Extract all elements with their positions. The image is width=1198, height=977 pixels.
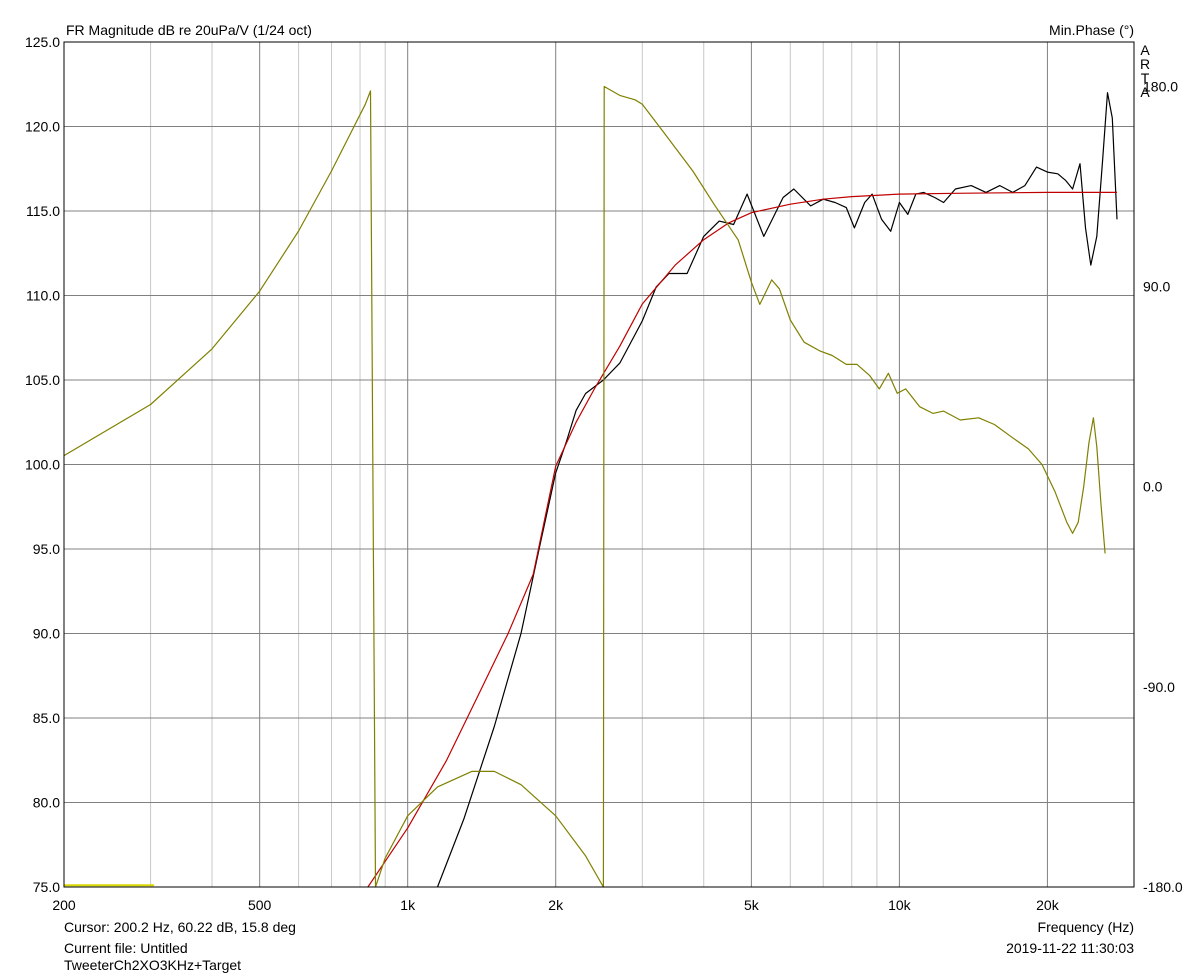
- y-tick-label: 90.0: [33, 626, 60, 642]
- y2-tick-label: -90.0: [1143, 679, 1175, 695]
- x-tick-label: 20k: [1036, 897, 1060, 913]
- y-tick-label: 80.0: [33, 795, 60, 811]
- x-tick-label: 1k: [400, 897, 416, 913]
- series-line-2: [367, 191, 1117, 888]
- y2-tick-label: -180.0: [1143, 879, 1183, 895]
- y2-tick-label: 90.0: [1143, 279, 1170, 295]
- curve-name: TweeterCh2XO3KHz+Target: [64, 957, 242, 973]
- x-axis-label: Frequency (Hz): [1037, 919, 1134, 935]
- y2-tick-label: 0.0: [1143, 479, 1163, 495]
- y-tick-label: 115.0: [26, 203, 60, 219]
- y-tick-label: 120.0: [25, 119, 60, 135]
- x-tick-label: 200: [52, 897, 76, 913]
- x-tick-label: 500: [248, 897, 272, 913]
- y-tick-label: 105.0: [25, 372, 60, 388]
- y-tick-label: 85.0: [33, 710, 60, 726]
- grid-lines: [64, 42, 1134, 887]
- y-tick-label: 110.0: [26, 288, 60, 304]
- y-tick-label: 125.0: [25, 34, 60, 50]
- arta-watermark: ARTA: [1139, 42, 1151, 100]
- series-line-1: [436, 92, 1118, 888]
- y-tick-label: 100.0: [25, 457, 60, 473]
- current-file: Current file: Untitled: [64, 940, 188, 956]
- timestamp: 2019-11-22 11:30:03: [1006, 940, 1134, 956]
- series-layer: [63, 85, 1118, 888]
- y-tick-label: 75.0: [33, 879, 60, 895]
- secondary-axis-title: Min.Phase (°): [1049, 22, 1134, 38]
- plot-frame: [63, 41, 1135, 888]
- series-line-3: [63, 85, 1106, 888]
- y2-tick-label: 180.0: [1143, 78, 1178, 94]
- chart-title: FR Magnitude dB re 20uPa/V (1/24 oct): [66, 22, 312, 38]
- x-tick-label: 5k: [744, 897, 760, 913]
- tick-labels: 200 500 1k 2k 5k 10k 20k 75.0 80.0 85.0 90.0 95.0 10…: [25, 34, 1183, 913]
- x-tick-label: 2k: [548, 897, 564, 913]
- cursor-readout: Cursor: 200.2 Hz, 60.22 dB, 15.8 deg: [64, 919, 296, 935]
- x-tick-label: 10k: [888, 897, 912, 913]
- y-tick-label: 95.0: [33, 541, 60, 557]
